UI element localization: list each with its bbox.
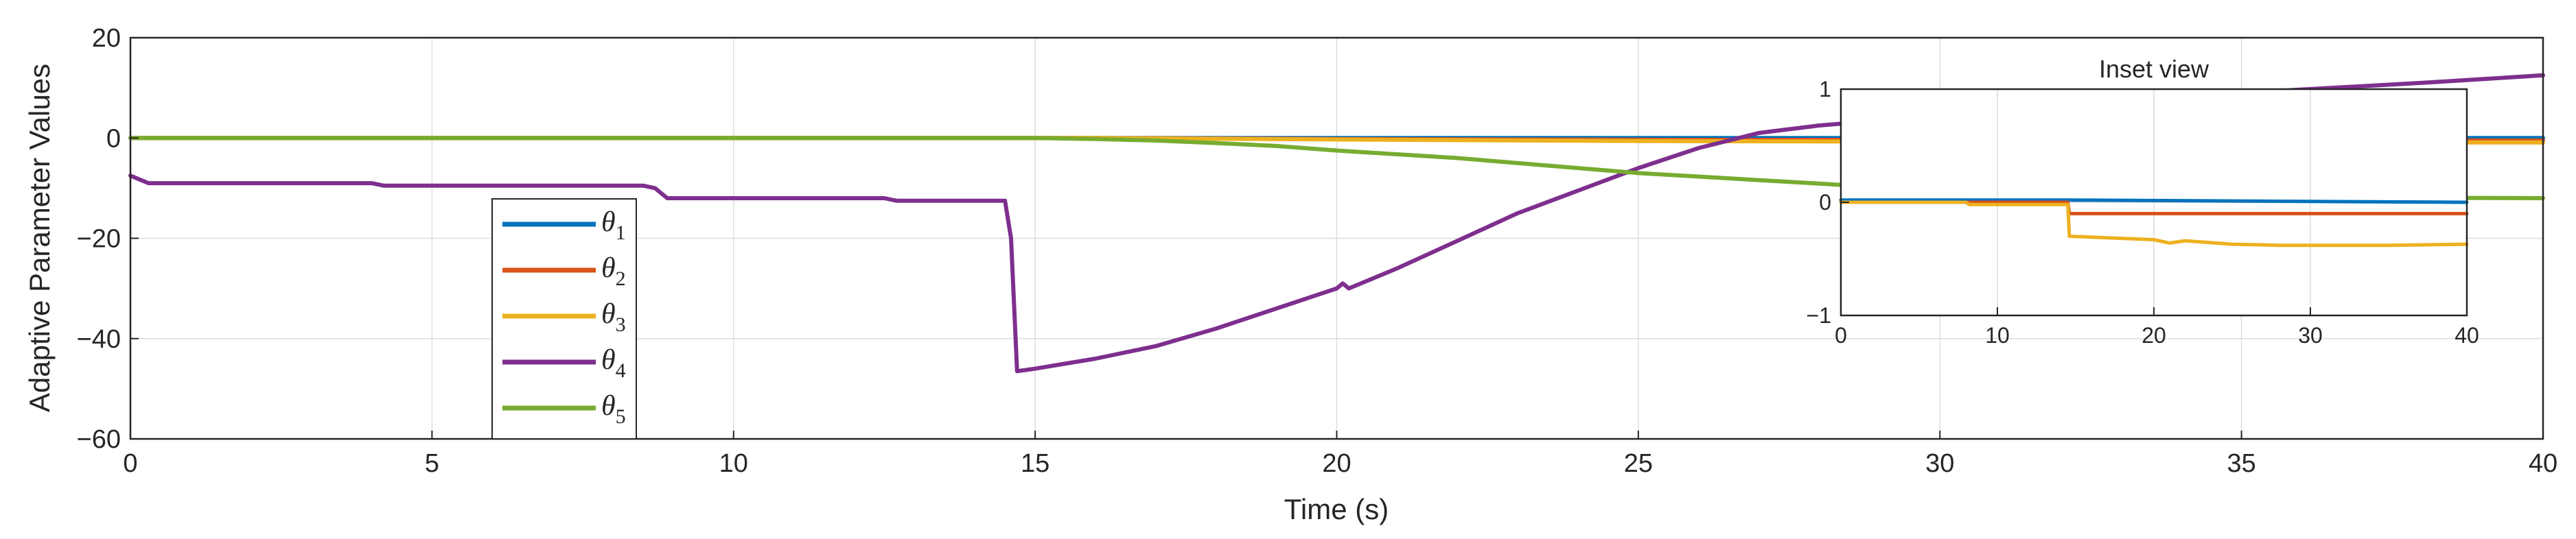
main-x-tick-label: 0 [123, 449, 137, 478]
inset-plot: 0 10 20 30 40 −101 Inset view [1807, 55, 2479, 348]
inset-x-tick-label: 30 [2298, 323, 2323, 348]
main-x-tick-label: 30 [1925, 449, 1954, 478]
legend-label-theta4: θ4 [601, 344, 626, 382]
main-y-ticks: −60 −40 −20 0 20 [77, 24, 139, 454]
main-y-tick-label: 0 [106, 124, 121, 153]
inset-y-tick-label: 1 [1819, 77, 1831, 101]
inset-x-ticks: 0 10 20 30 40 [1835, 307, 2479, 348]
inset-series-line-theta1 [1839, 198, 2469, 204]
main-y-tick-label: −60 [77, 425, 121, 454]
main-x-tick-label: 25 [1624, 449, 1653, 478]
inset-x-tick-label: 10 [1985, 323, 2010, 348]
inset-y-tick-label: −1 [1807, 303, 1831, 328]
inset-series-layer [1839, 198, 2469, 248]
main-x-ticks: 0 5 10 15 20 25 30 35 40 [123, 431, 2557, 478]
y-axis-label: Adaptive Parameter Values [23, 64, 56, 412]
inset-title: Inset view [2099, 55, 2209, 83]
main-x-tick-label: 10 [719, 449, 748, 478]
main-y-tick-label: 20 [92, 24, 121, 53]
main-x-tick-label: 5 [425, 449, 439, 478]
x-axis-label: Time (s) [1284, 493, 1389, 525]
main-y-tick-label: −40 [77, 325, 121, 354]
inset-y-ticks: −1 0 1 [1807, 77, 1849, 328]
legend-box [491, 198, 637, 440]
main-x-tick-label: 20 [1322, 449, 1351, 478]
inset-y-tick-label: 0 [1819, 190, 1831, 215]
main-y-tick-label: −20 [77, 225, 121, 254]
main-x-tick-label: 35 [2227, 449, 2255, 478]
inset-x-tick-label: 0 [1835, 323, 1847, 348]
main-x-tick-label: 40 [2529, 449, 2557, 478]
inset-x-tick-label: 40 [2455, 323, 2479, 348]
main-x-tick-label: 15 [1021, 449, 1049, 478]
legend-label-theta3: θ3 [601, 298, 626, 336]
main-series-line-theta4 [128, 73, 2545, 374]
inset-series-line-theta3 [1839, 200, 2469, 248]
inset-x-tick-label: 20 [2142, 323, 2166, 348]
